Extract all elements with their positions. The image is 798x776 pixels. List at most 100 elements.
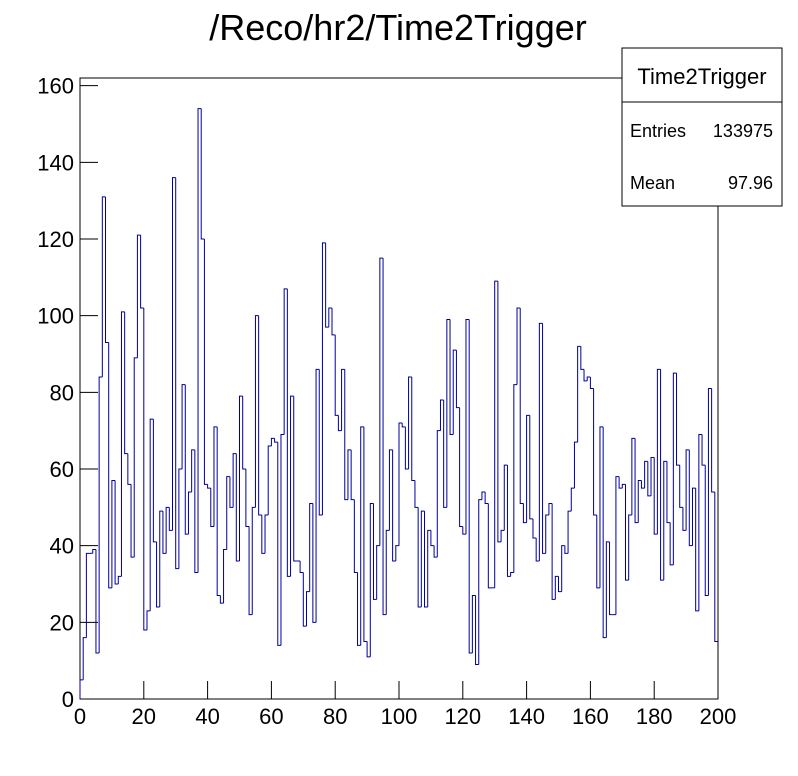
bin — [98, 376, 103, 653]
bin — [711, 388, 715, 493]
bin — [117, 575, 122, 584]
bin — [136, 234, 141, 358]
bin — [108, 342, 112, 589]
bin — [666, 461, 671, 524]
bin — [599, 426, 604, 588]
bin — [631, 437, 636, 515]
bin — [226, 476, 230, 550]
bin — [203, 239, 208, 485]
bin — [691, 487, 696, 546]
bin — [494, 280, 498, 588]
bin — [187, 491, 192, 535]
y-tick-label: 120 — [37, 227, 74, 252]
bin — [698, 434, 703, 611]
bin — [714, 492, 718, 642]
bin — [357, 572, 361, 646]
bin — [194, 449, 199, 573]
bin — [341, 368, 345, 431]
bin — [621, 483, 626, 489]
bin — [79, 679, 84, 699]
bin — [647, 461, 652, 497]
bin — [459, 407, 463, 527]
bin — [427, 529, 431, 607]
bin — [679, 465, 683, 508]
bin — [529, 415, 533, 520]
bin — [213, 426, 218, 527]
bin — [513, 384, 518, 573]
bin — [663, 460, 667, 581]
bin — [277, 442, 281, 646]
bin — [315, 368, 320, 623]
bin — [245, 469, 250, 527]
bin — [101, 196, 106, 377]
bin — [602, 426, 607, 639]
bin — [545, 514, 549, 554]
bin — [111, 480, 116, 588]
bin — [159, 510, 163, 607]
bin — [487, 503, 492, 589]
bin — [360, 426, 364, 646]
bin — [191, 449, 195, 492]
bin — [130, 484, 135, 558]
bin — [535, 538, 540, 562]
y-tick-label: 60 — [50, 457, 74, 482]
bin — [232, 453, 237, 508]
bin — [124, 311, 128, 455]
bin — [682, 507, 687, 531]
bin — [462, 526, 466, 535]
bin — [475, 595, 479, 665]
bin — [344, 369, 348, 501]
bin — [586, 376, 591, 381]
bin — [120, 311, 125, 577]
bin — [248, 526, 253, 616]
bin — [216, 426, 221, 596]
bin — [554, 575, 559, 600]
bin — [420, 510, 425, 607]
bin — [433, 545, 438, 558]
bin — [229, 476, 234, 508]
bin — [382, 258, 387, 616]
bin — [369, 503, 374, 657]
bin — [526, 414, 530, 523]
bin — [261, 515, 266, 554]
bin — [449, 319, 454, 435]
bin — [522, 503, 527, 524]
bin — [634, 438, 639, 524]
bin — [254, 315, 259, 508]
stats-value: 97.96 — [728, 173, 773, 193]
bin — [503, 464, 508, 531]
bin — [704, 465, 709, 596]
bin — [701, 434, 706, 466]
bin — [274, 438, 278, 443]
stats-title: Time2Trigger — [637, 64, 766, 89]
bin — [484, 492, 489, 504]
bin — [302, 572, 307, 627]
bin — [471, 595, 476, 653]
bin — [200, 108, 205, 240]
bin — [165, 506, 170, 554]
bin — [443, 400, 447, 508]
bin — [596, 515, 600, 589]
bin — [430, 530, 435, 547]
y-tick-label: 160 — [37, 74, 74, 99]
bin — [175, 177, 179, 570]
bin — [695, 488, 699, 612]
bin — [650, 457, 655, 496]
bin — [685, 449, 690, 531]
bin — [605, 541, 610, 638]
bin — [408, 376, 412, 469]
bin — [583, 369, 588, 382]
bin — [331, 308, 336, 336]
bin — [328, 307, 333, 328]
bin — [417, 507, 422, 608]
bin — [500, 529, 505, 542]
bin — [497, 281, 502, 543]
y-tick-label: 40 — [50, 534, 74, 559]
bin — [653, 457, 658, 535]
bin — [506, 465, 511, 577]
bin — [561, 545, 565, 592]
bin — [672, 372, 677, 565]
bin — [207, 484, 211, 489]
x-tick-label: 60 — [259, 704, 283, 729]
